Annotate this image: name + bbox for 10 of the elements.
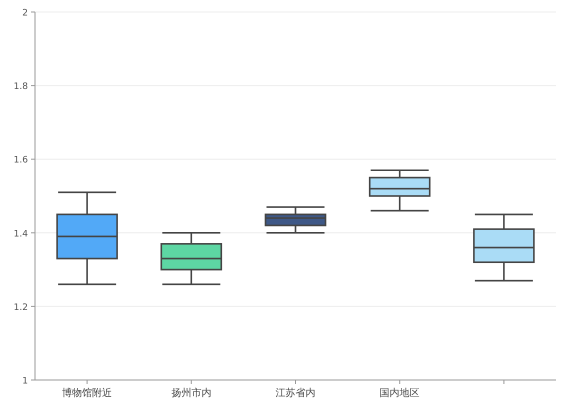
y-tick-label: 2	[22, 8, 28, 18]
x-tick-label: 博物馆附近	[62, 387, 112, 399]
x-tick-label: 江苏省内	[276, 387, 316, 399]
y-tick-label: 1.6	[14, 156, 28, 166]
y-tick-label: 1.4	[14, 229, 28, 240]
y-tick-label: 1	[22, 376, 28, 386]
y-tick-label: 1.2	[14, 302, 28, 313]
y-tick-label: 1.8	[14, 82, 28, 92]
x-tick-label: 国内地区	[380, 387, 420, 399]
x-tick-label: 扬州市内	[171, 387, 212, 399]
